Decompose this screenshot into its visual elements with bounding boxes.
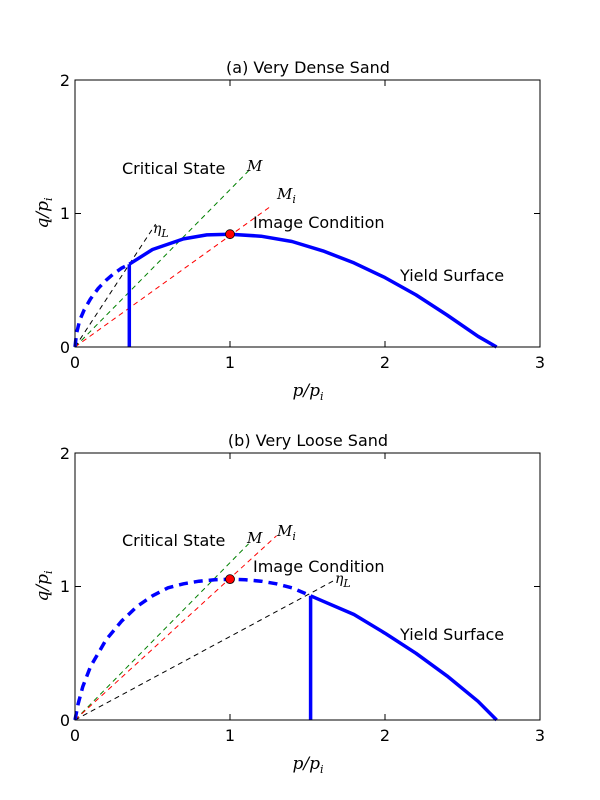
image-condition-marker xyxy=(225,574,235,585)
series-yield-surface xyxy=(309,594,498,722)
series-Mi xyxy=(74,205,273,348)
y-tick-label: 0 xyxy=(60,711,70,730)
image-condition-marker xyxy=(225,229,235,240)
plot-frame-a xyxy=(74,79,541,348)
x-tick-label: 3 xyxy=(535,353,545,372)
line-label-etaL: ηL xyxy=(335,571,351,590)
chart-panel-b: (b) Very Loose Sand 0 1 2 3 0 1 2 p/pi q… xyxy=(33,431,545,776)
series-yield-surface xyxy=(128,232,498,349)
line-label-Mi: Mi xyxy=(276,185,296,206)
critical-state-label: Critical State xyxy=(122,159,225,178)
series-Mi xyxy=(74,535,277,721)
x-tick-label: 2 xyxy=(380,726,390,745)
line-label-etaL-sub: L xyxy=(342,577,350,590)
x-tick-label: 1 xyxy=(225,353,235,372)
y-tick-label: 2 xyxy=(60,444,70,463)
series-etaL xyxy=(74,223,157,348)
series-M xyxy=(74,543,249,721)
line-label-etaL-sub: L xyxy=(160,227,168,240)
line-label-Mi-base: M xyxy=(276,185,293,203)
x-tick-label: 1 xyxy=(225,726,235,745)
series-etaL xyxy=(74,579,336,721)
image-condition-label: Image Condition xyxy=(253,557,385,576)
chart-title-b: (b) Very Loose Sand xyxy=(228,431,388,450)
y-tick-label: 1 xyxy=(60,204,70,223)
series-M xyxy=(74,170,249,348)
line-label-Mi-sub: i xyxy=(292,530,296,543)
yield-surface-label: Yield Surface xyxy=(399,266,504,285)
image-condition-label: Image Condition xyxy=(253,213,385,232)
critical-state-label: Critical State xyxy=(122,531,225,550)
x-tick-label: 3 xyxy=(535,726,545,745)
y-tick-label: 0 xyxy=(60,338,70,357)
plot-frame-b xyxy=(74,452,541,721)
chart-panel-a: (a) Very Dense Sand 0 1 2 3 0 1 2 p/pi q… xyxy=(33,58,545,403)
y-tick-label: 1 xyxy=(60,577,70,596)
x-axis-label-a: p/pi xyxy=(292,381,323,403)
chart-title-a: (a) Very Dense Sand xyxy=(226,58,390,77)
line-label-M: M xyxy=(246,529,263,547)
series-yield-surface-dashed xyxy=(73,577,312,721)
y-tick-label: 2 xyxy=(60,71,70,90)
x-axis-label-b: p/pi xyxy=(292,754,323,776)
line-label-etaL-base: η xyxy=(153,221,162,237)
x-tick-label: 0 xyxy=(70,353,80,372)
line-label-etaL-base: η xyxy=(335,571,344,587)
x-tick-label: 2 xyxy=(380,353,390,372)
line-label-Mi: Mi xyxy=(276,522,296,543)
x-tick-label: 0 xyxy=(70,726,80,745)
line-label-Mi-base: M xyxy=(276,522,293,540)
line-label-M: M xyxy=(246,157,263,175)
yield-surface-label: Yield Surface xyxy=(399,625,504,644)
y-axis-label-a: q/pi xyxy=(33,197,55,228)
line-label-Mi-sub: i xyxy=(292,193,296,206)
line-label-etaL: ηL xyxy=(153,221,169,240)
y-axis-label-b: q/pi xyxy=(33,570,55,601)
series-yield-surface-dashed xyxy=(73,262,131,348)
